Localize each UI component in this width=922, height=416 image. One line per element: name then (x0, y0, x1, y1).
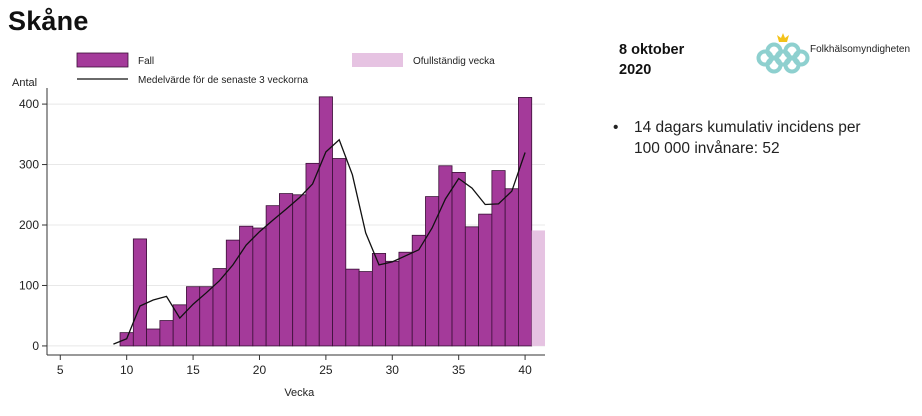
y-tick-label: 200 (19, 218, 39, 232)
legend-swatch-fall (76, 52, 129, 68)
bar (132, 238, 148, 347)
bar (146, 328, 161, 347)
x-tick-label: 15 (186, 363, 200, 377)
bar (159, 320, 174, 347)
bar (252, 227, 267, 347)
bar (478, 213, 493, 347)
bar (371, 253, 387, 347)
agency-logo-icon (756, 33, 810, 74)
bar (332, 158, 347, 347)
bar (398, 251, 413, 347)
bar (305, 162, 320, 347)
legend: Fall Medelvärde för de senaste 3 veckorna… (76, 52, 495, 86)
bar (345, 268, 360, 347)
x-tick-label: 10 (120, 363, 134, 377)
axes: 0 100 200 300 400 5 10 15 20 25 30 35 40 Antal Vecka (12, 77, 545, 399)
y-tick-label: 400 (19, 97, 39, 111)
logo-crown-icon (777, 33, 789, 42)
legend-swatch-incomplete (352, 53, 403, 67)
logo-rings-icon (756, 42, 810, 74)
bar (491, 170, 506, 347)
x-tick-label: 5 (57, 363, 64, 377)
bar-incomplete-week (531, 230, 545, 346)
legend-label-incomplete: Ofullständig vecka (413, 56, 495, 67)
bar (225, 239, 240, 347)
x-tick-label: 25 (319, 363, 333, 377)
bar (318, 96, 333, 347)
x-tick-label: 35 (452, 363, 466, 377)
bar (186, 286, 201, 347)
legend-label-line: Medelvärde för de senaste 3 veckorna (138, 75, 309, 86)
y-tick-label: 300 (19, 158, 39, 172)
logo-wordmark: Folkhälsomyndigheten (810, 44, 911, 55)
bar (385, 260, 400, 347)
report-date-line1: 8 oktober (619, 42, 685, 58)
y-tick-label: 100 (19, 278, 39, 292)
line-3-week-average (113, 138, 526, 345)
report-date: 8 oktober 2020 (619, 40, 684, 80)
incidence-chart: 0 100 200 300 400 5 10 15 20 25 30 35 40 Antal Vecka F… (12, 52, 545, 399)
y-axis-label: Antal (12, 77, 37, 89)
bar (504, 188, 519, 347)
bar (518, 97, 533, 347)
bar (265, 205, 280, 347)
line-series (113, 138, 526, 345)
slide-title: Skåne (8, 6, 89, 36)
bar (451, 172, 466, 347)
x-tick-label: 40 (518, 363, 532, 377)
bar (199, 286, 214, 347)
bullet-dot-icon: • (613, 119, 619, 136)
bar (278, 193, 294, 347)
y-tick-label: 0 (32, 339, 39, 353)
bullet-line-2: 100 000 invånare: 52 (634, 140, 780, 157)
bars (119, 96, 545, 347)
bullet-line-1: 14 dagars kumulativ incidens per (634, 119, 861, 136)
x-axis-label: Vecka (284, 387, 315, 399)
bar (464, 226, 480, 347)
incidence-bullet: • 14 dagars kumulativ incidens per 100 0… (613, 117, 903, 159)
bar (292, 194, 307, 347)
x-tick-label: 30 (386, 363, 400, 377)
chart-svg: 0 100 200 300 400 5 10 15 20 25 30 35 40 Antal Vecka F… (12, 52, 545, 399)
bar (358, 271, 373, 347)
x-tick-label: 20 (253, 363, 267, 377)
legend-label-fall: Fall (138, 56, 154, 67)
report-date-line2: 2020 (619, 62, 652, 78)
